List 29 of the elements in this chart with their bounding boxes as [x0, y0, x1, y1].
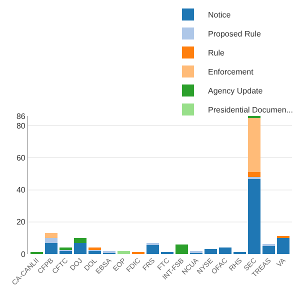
bar [74, 238, 87, 243]
bar [44, 238, 58, 243]
bar [218, 248, 232, 254]
bar [59, 250, 72, 254]
y-tick-label: 60 [16, 154, 26, 163]
bar [204, 249, 218, 254]
bar [262, 246, 276, 254]
y-tick-label: 86 [16, 112, 26, 121]
y-tick-label: 20 [16, 218, 26, 227]
legend-label: Enforcement [208, 68, 254, 77]
bar [88, 250, 102, 254]
bar [44, 233, 58, 238]
legend-label: Rule [208, 48, 226, 58]
legend-label: Notice [208, 10, 232, 20]
bar [44, 242, 58, 254]
bar [248, 178, 261, 254]
y-tick-label: 80 [16, 121, 26, 130]
y-tick-label: 40 [16, 186, 26, 195]
bar [248, 118, 261, 172]
legend-label: Presidential Documen... [208, 106, 293, 115]
legend-label: Agency Update [208, 86, 264, 96]
bar [276, 238, 290, 254]
bar [175, 244, 188, 254]
legend-label: Proposed Rule [208, 30, 262, 39]
bar [248, 172, 261, 177]
bar [117, 250, 130, 254]
y-tick-label: 0 [20, 250, 26, 259]
bar [146, 244, 160, 254]
bar [74, 242, 87, 254]
